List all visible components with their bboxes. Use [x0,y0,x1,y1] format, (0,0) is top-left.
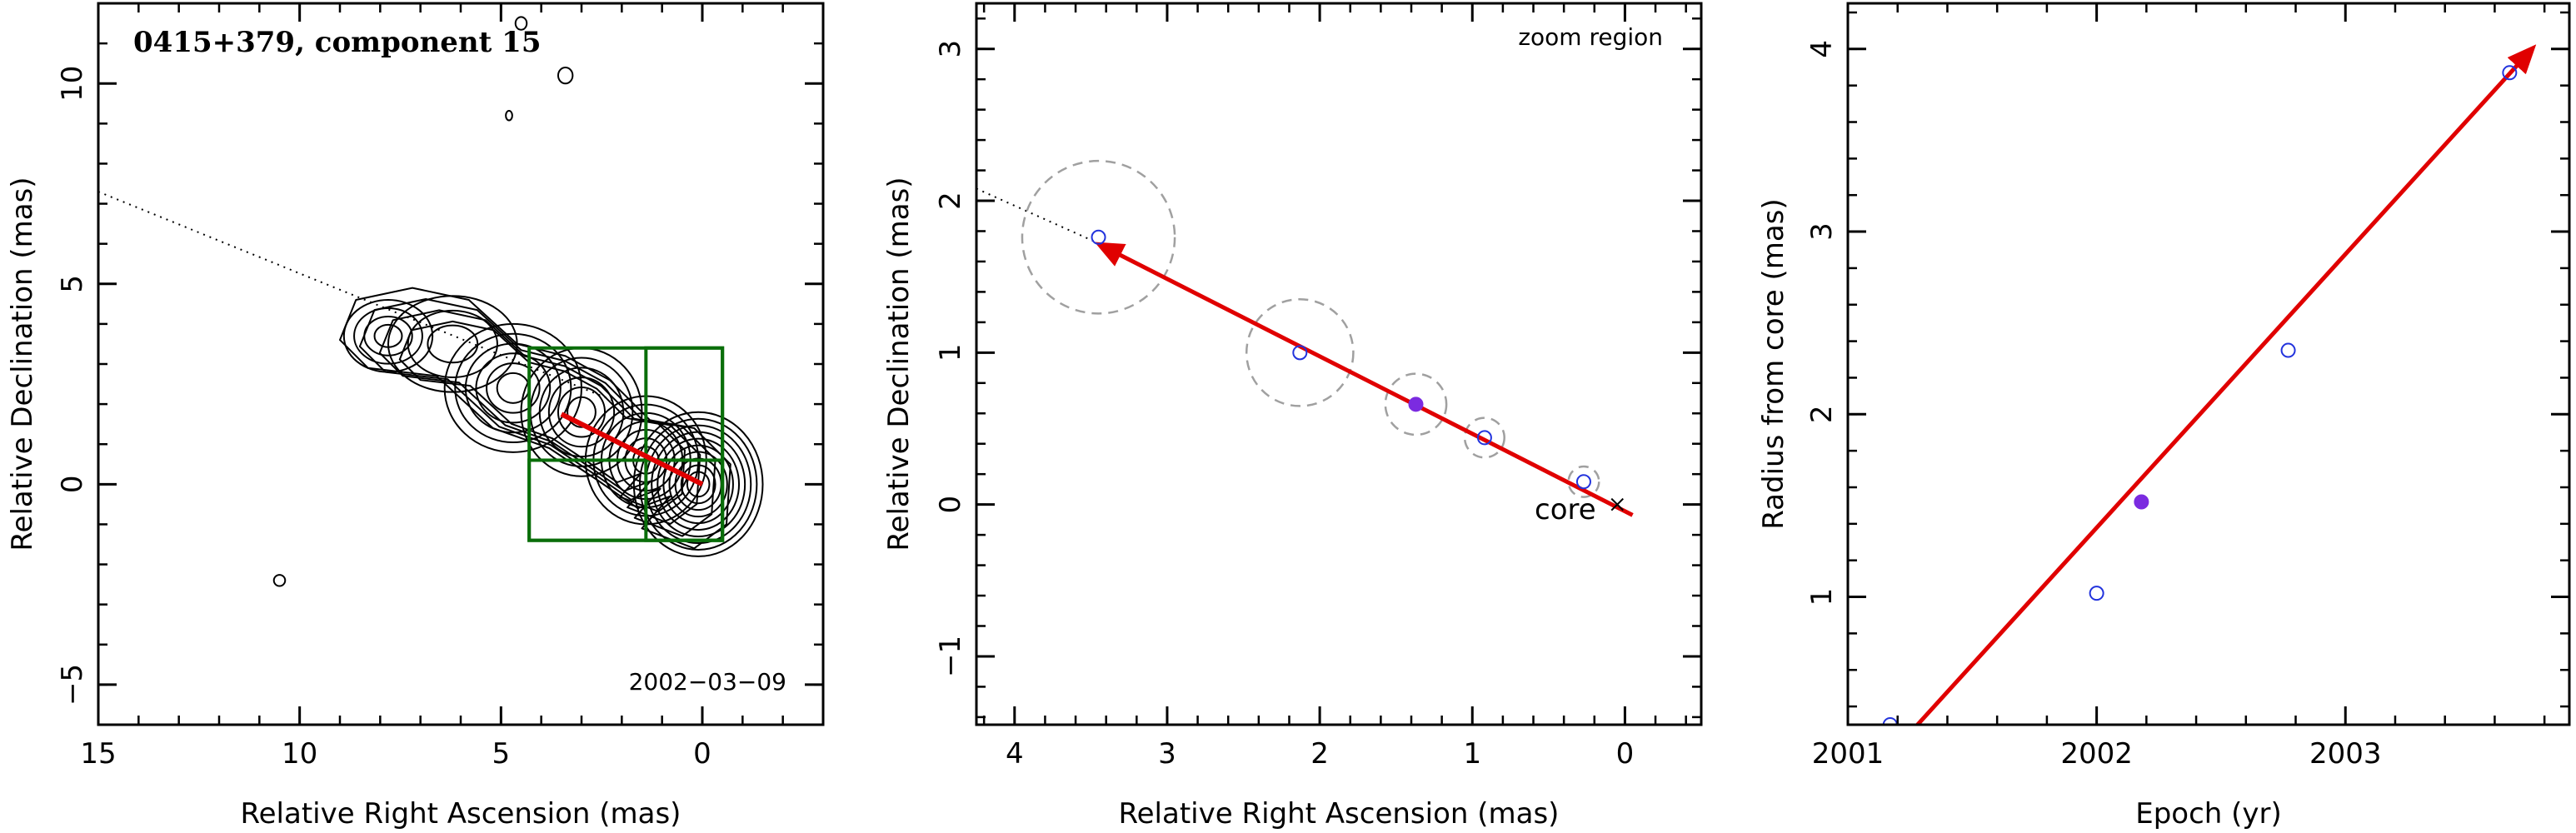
data-point [1292,345,1308,361]
y-tick-label: 10 [56,66,89,102]
y-tick-label: 2 [934,192,967,210]
data-point [2502,65,2518,81]
x-axis-label: Epoch (yr) [2135,797,2282,831]
x-tick-label: 15 [80,737,116,771]
y-tick-label: 2 [1805,405,1839,423]
contour-line [353,307,423,365]
contour-line [464,342,562,434]
y-axis-label: Radius from core (mas) [1757,198,1790,529]
contour-group [272,16,764,587]
tick-group: 15 10 5 0 −5 0 5 10 [56,2,825,771]
contour-line [407,309,498,378]
x-tick-label: 5 [492,737,511,771]
contour-line [529,357,634,467]
contour-line [363,315,413,357]
x-tick-label: 0 [1616,737,1635,771]
x-tick-label: 1 [1463,737,1481,771]
data-point [1575,474,1591,490]
data-point [1476,430,1492,446]
contour-line [342,299,434,373]
error-circle [1245,297,1355,407]
contour-line [486,362,541,414]
jet-axis-line [98,191,622,406]
plot-frame [1846,2,2571,726]
x-tick-label: 2003 [2309,737,2382,771]
plot-frame [975,2,1703,726]
velocity-arrow [1094,242,1634,517]
x-tick-label: 2002 [2060,737,2133,771]
contour-line [505,109,513,122]
y-tick-label: −5 [56,664,89,706]
data-point [1408,397,1424,412]
y-axis-label: Relative Declination (mas) [6,177,39,551]
contour-line [496,372,531,404]
contour-line [632,411,764,557]
y-axis-label: Relative Declination (mas) [882,177,916,551]
data-point [1091,229,1106,245]
x-axis-label: Relative Right Ascension (mas) [241,797,681,831]
contour-line [358,298,716,537]
panel-contour-map: 15 10 5 0 −5 0 5 10 0415+379, component 15 2002… [6,2,825,831]
x-tick-label: 2001 [1812,737,1885,771]
contour-line [547,377,616,448]
contour-line [427,324,479,364]
x-tick-label: 3 [1158,737,1176,771]
error-circle [1384,372,1448,436]
tick-group: 4 3 2 1 0 −1 0 1 2 3 [934,3,1701,771]
contour-line [686,471,711,498]
panel-title: 0415+379, component 15 [133,26,542,59]
contour-line [514,16,528,31]
y-tick-label: 3 [934,40,967,58]
error-circle [1463,416,1505,459]
y-tick-label: 0 [934,496,967,514]
tick-group: 2001 2002 2003 1 2 3 4 [1805,3,2569,771]
epoch-annotation: 2002−03−09 [629,668,786,696]
core-marker [1610,497,1624,511]
x-axis-label: Relative Right Ascension (mas) [1119,797,1560,831]
y-tick-label: 1 [934,344,967,362]
contour-line [638,417,758,551]
y-tick-label: 0 [56,476,89,494]
fit-arrow [1915,44,2537,725]
zoom-annotation: zoom region [1518,23,1663,51]
panel-radius-epoch: 2001 2002 2003 1 2 3 4 Epoch (yr) Radius from … [1757,2,2571,831]
x-tick-label: 4 [1006,737,1024,771]
data-point [1882,717,1898,725]
contour-line [475,352,552,424]
panel-zoom-region: 4 3 2 1 0 −1 0 1 2 3 zoom region core Relative Ri… [882,2,1703,831]
core-label: core [1535,493,1596,526]
y-tick-label: 4 [1805,40,1839,58]
overlay-group [98,191,725,542]
overlay-group [1882,44,2537,725]
y-tick-label: −1 [934,636,967,677]
x-tick-label: 0 [693,737,711,771]
data-point [2134,494,2149,510]
contour-line [454,332,572,444]
velocity-arrow [560,412,704,487]
contour-line [443,322,582,453]
x-tick-label: 10 [282,737,317,771]
contour-line [651,431,746,538]
contour-line [557,66,574,85]
data-point [2280,342,2296,358]
error-circle [1567,465,1600,498]
contour-line [387,295,518,393]
y-tick-label: 5 [56,275,89,293]
contour-line [272,574,287,587]
x-tick-label: 2 [1310,737,1329,771]
error-circle [1021,159,1176,315]
overlay-group [976,159,1634,517]
y-tick-label: 3 [1805,222,1839,241]
jet-axis-line [976,187,1099,244]
y-tick-label: 1 [1805,588,1839,606]
data-point [2089,586,2104,601]
contour-line [656,437,741,531]
zoom-box [527,458,725,542]
